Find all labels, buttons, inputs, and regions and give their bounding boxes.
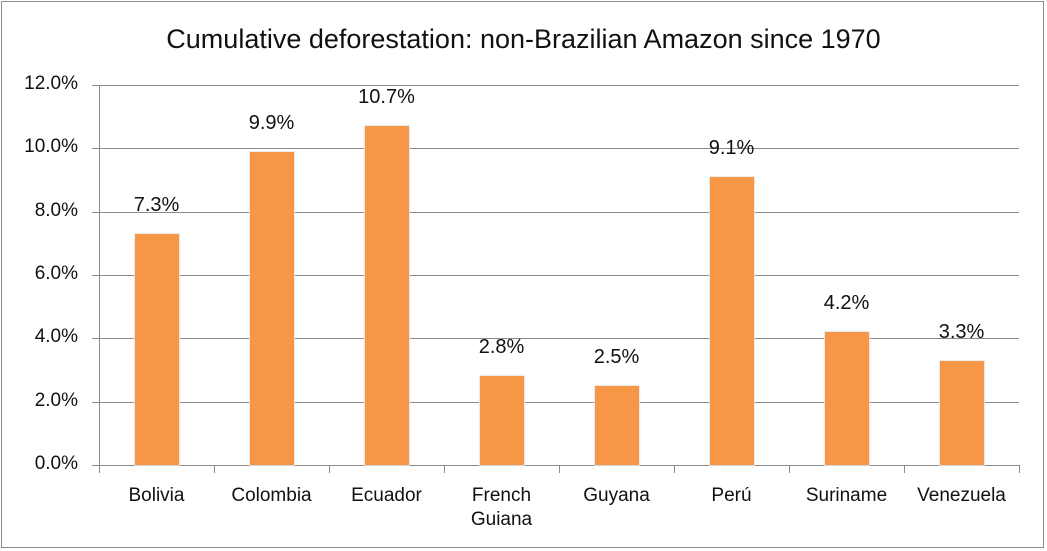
bar-venezuela <box>939 360 984 465</box>
bar-colombia <box>249 151 294 465</box>
y-tick-label: 8.0% <box>34 199 78 221</box>
x-tick-label: Guyana <box>583 485 650 506</box>
x-tick-label: Ecuador <box>351 485 422 506</box>
plot-area: 7.3% 9.9% 10.7% 2.8% 2.5% 9.1% 4.2% 3.3% <box>92 85 1020 473</box>
gridline <box>92 85 1019 86</box>
value-label: 3.3% <box>938 320 985 343</box>
value-label: 2.8% <box>478 336 525 359</box>
chart-title: Cumulative deforestation: non-Brazilian … <box>166 24 881 54</box>
value-label: 10.7% <box>358 86 415 109</box>
x-tick <box>674 465 675 473</box>
x-tick-label: French Guiana <box>470 485 533 530</box>
y-tick-label: 6.0% <box>34 263 78 284</box>
value-label: 4.2% <box>823 292 870 314</box>
x-tick-label: Venezuela <box>917 485 1006 506</box>
y-tick-label: 4.0% <box>34 326 78 348</box>
gridline <box>92 275 1019 276</box>
x-tick-label: Perú <box>711 485 752 506</box>
x-tick <box>444 465 445 473</box>
value-label: 9.1% <box>708 136 755 159</box>
x-tick <box>559 465 560 473</box>
x-tick-label: Bolivia <box>128 485 185 506</box>
bar-french-guiana <box>479 376 524 465</box>
x-tick <box>904 465 905 473</box>
x-tick-label: Colombia <box>231 485 312 506</box>
bar-suriname <box>824 332 869 465</box>
y-tick-label: 2.0% <box>34 389 78 411</box>
value-label: 2.5% <box>593 345 640 368</box>
bar-guyana <box>594 385 639 465</box>
gridline <box>92 338 1019 340</box>
gridline <box>92 401 1019 403</box>
x-tick <box>1019 465 1020 473</box>
gridline <box>92 465 1019 466</box>
x-tick <box>214 465 215 473</box>
value-label: 9.9% <box>248 111 295 134</box>
x-tick <box>789 465 790 473</box>
bar-perú <box>709 176 754 465</box>
y-tick-label: 10.0% <box>24 136 78 158</box>
gridline <box>92 148 1019 150</box>
y-axis-line <box>99 85 100 473</box>
bar-ecuador <box>364 126 409 465</box>
y-tick-label: 12.0% <box>24 73 78 94</box>
x-tick-label: Suriname <box>805 485 888 506</box>
gridline <box>92 211 1019 213</box>
bar-bolivia <box>134 233 179 465</box>
x-tick <box>329 465 330 473</box>
value-label: 7.3% <box>133 193 180 216</box>
y-tick-label: 0.0% <box>34 453 78 474</box>
